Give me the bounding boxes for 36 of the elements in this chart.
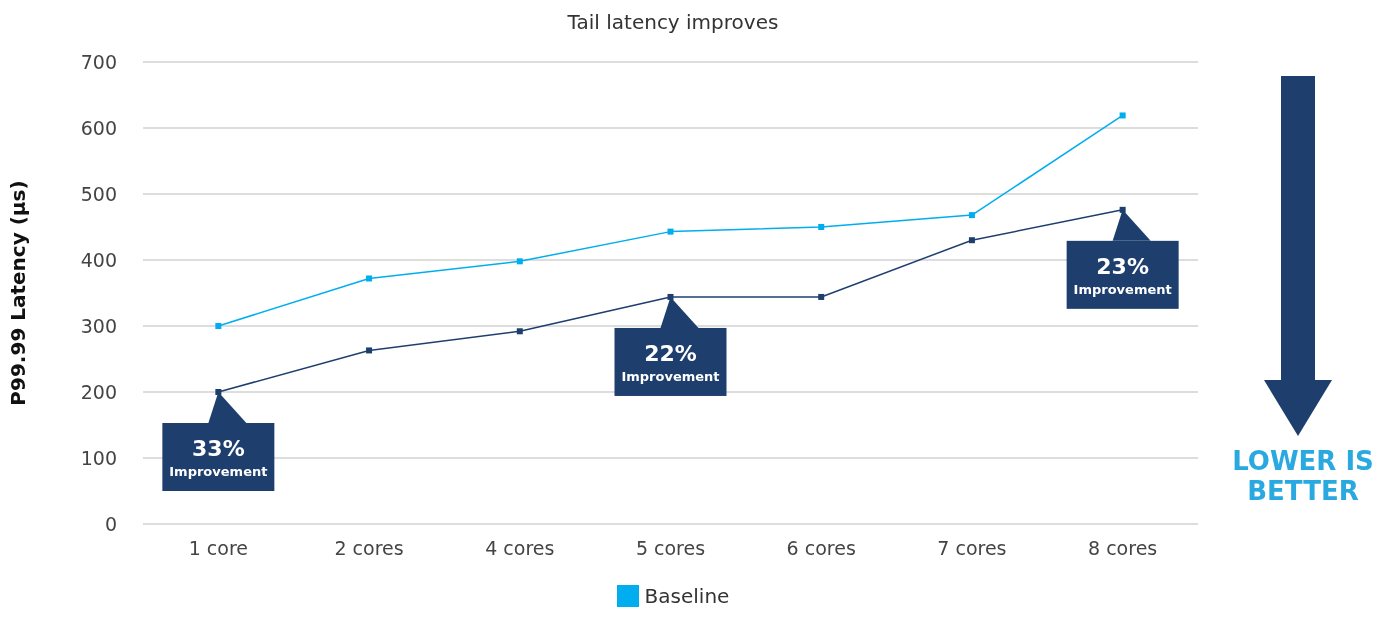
annotation: 33% Improvement bbox=[169, 436, 268, 479]
point bbox=[215, 323, 222, 329]
x-tick-label: 5 cores bbox=[635, 537, 706, 560]
point bbox=[1119, 206, 1126, 213]
chart-title: Tail latency improves bbox=[566, 10, 780, 34]
y-tick-label: 600 bbox=[80, 116, 117, 139]
x-tick-label: 8 cores bbox=[1088, 537, 1158, 560]
x-tick-label: 4 cores bbox=[485, 537, 555, 560]
y-tick-label: 100 bbox=[80, 446, 117, 469]
annotation: 22% Improvement bbox=[621, 340, 720, 384]
point bbox=[516, 258, 523, 265]
y-tick-label: 700 bbox=[80, 50, 117, 73]
y-tick-label: 500 bbox=[80, 182, 117, 205]
y-tick-label: 0 bbox=[104, 512, 117, 535]
point bbox=[215, 389, 222, 395]
point bbox=[516, 328, 523, 335]
y-tick-label: 200 bbox=[80, 380, 117, 403]
point bbox=[968, 237, 975, 244]
point bbox=[667, 228, 674, 235]
legend-label: Baseline bbox=[643, 584, 730, 608]
x-tick-label: 7 cores bbox=[937, 537, 1007, 560]
point bbox=[818, 224, 825, 230]
point bbox=[818, 293, 825, 300]
x-tick-label: 6 cores bbox=[786, 537, 856, 560]
point bbox=[366, 347, 373, 354]
point bbox=[366, 275, 373, 282]
point bbox=[1119, 112, 1126, 119]
y-tick-label: 400 bbox=[80, 248, 117, 271]
y-tick-label: 300 bbox=[80, 314, 117, 337]
x-tick-label: 1 core bbox=[188, 537, 249, 560]
x-tick-label: 2 cores bbox=[334, 537, 404, 560]
text: LOWER IS BETTER bbox=[1231, 446, 1375, 506]
annotation: 23% Improvement bbox=[1073, 253, 1172, 297]
point bbox=[968, 212, 975, 219]
point bbox=[667, 293, 674, 300]
y-axis-title: P99.99 Latency (µs) bbox=[6, 180, 31, 406]
